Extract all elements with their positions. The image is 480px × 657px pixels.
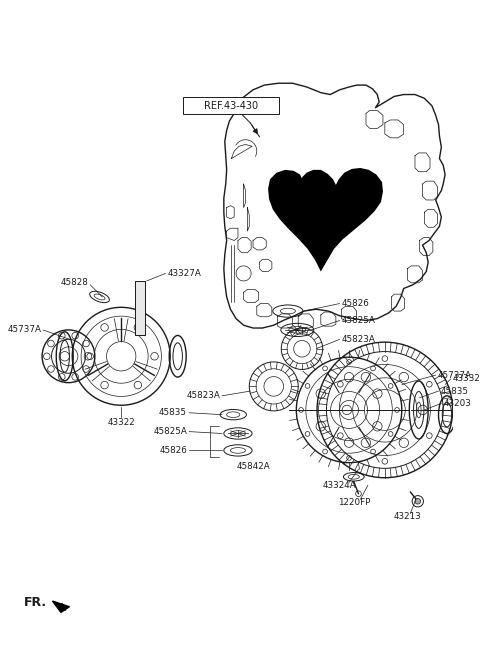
Text: 45826: 45826 — [342, 299, 369, 308]
Text: FR.: FR. — [24, 597, 48, 610]
Text: 45842A: 45842A — [236, 462, 270, 471]
Text: 43213: 43213 — [394, 512, 421, 521]
Text: REF.43-430: REF.43-430 — [204, 101, 258, 111]
Polygon shape — [268, 168, 383, 271]
Text: 45826: 45826 — [159, 446, 187, 455]
Polygon shape — [52, 601, 70, 612]
Text: 43327A: 43327A — [168, 269, 201, 278]
Text: 43203: 43203 — [443, 399, 471, 408]
Text: 45828: 45828 — [60, 279, 88, 287]
Text: 45737A: 45737A — [7, 325, 41, 334]
Text: 45835: 45835 — [159, 408, 187, 417]
Text: 45823A: 45823A — [186, 392, 220, 400]
Text: 43332: 43332 — [453, 374, 480, 384]
FancyBboxPatch shape — [183, 97, 279, 114]
Text: 43322: 43322 — [108, 418, 135, 426]
Text: 1220FP: 1220FP — [337, 498, 370, 507]
Text: 45835: 45835 — [440, 386, 468, 396]
Text: 45825A: 45825A — [342, 316, 375, 325]
FancyArrowPatch shape — [55, 602, 65, 610]
Circle shape — [415, 499, 420, 504]
Text: 45825A: 45825A — [153, 427, 187, 436]
Text: 45737A: 45737A — [438, 371, 471, 380]
Text: 43324A: 43324A — [323, 481, 357, 489]
FancyBboxPatch shape — [135, 281, 145, 334]
Text: 45823A: 45823A — [342, 335, 375, 344]
